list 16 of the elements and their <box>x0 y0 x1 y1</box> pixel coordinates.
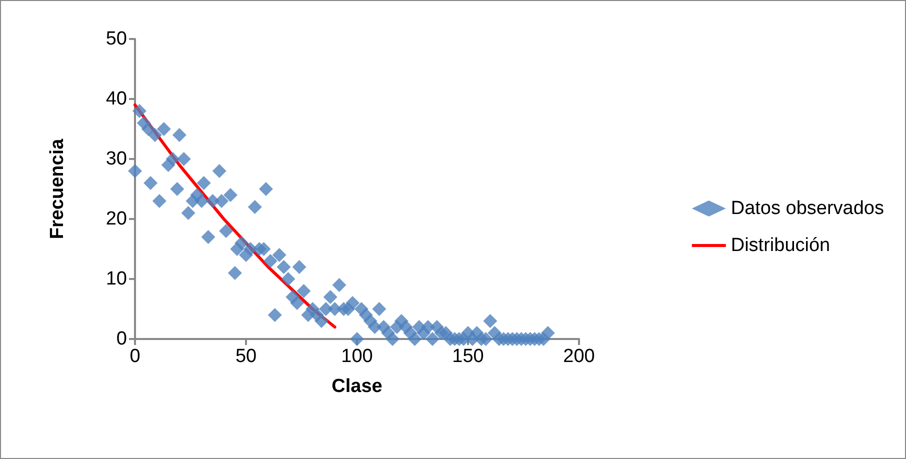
x-tick-label: 150 <box>452 346 484 367</box>
x-tick-label: 50 <box>235 346 257 367</box>
y-tick-label: 10 <box>106 268 127 290</box>
y-tick-label: 30 <box>106 148 127 170</box>
x-tick-label: 100 <box>341 346 373 367</box>
legend-label: Distribución <box>730 235 830 256</box>
x-tick-label: 200 <box>563 346 595 367</box>
legend-label: Datos observados <box>730 198 884 219</box>
y-tick-label: 50 <box>106 28 127 50</box>
y-tick-label: 20 <box>106 208 127 230</box>
x-axis-title: Clase <box>332 376 382 397</box>
x-tick-label: 0 <box>130 346 140 367</box>
y-tick-label: 0 <box>116 328 127 350</box>
y-tick-label: 40 <box>106 88 127 110</box>
line-series <box>134 104 336 328</box>
y-axis-title: Frecuencia <box>47 138 68 240</box>
